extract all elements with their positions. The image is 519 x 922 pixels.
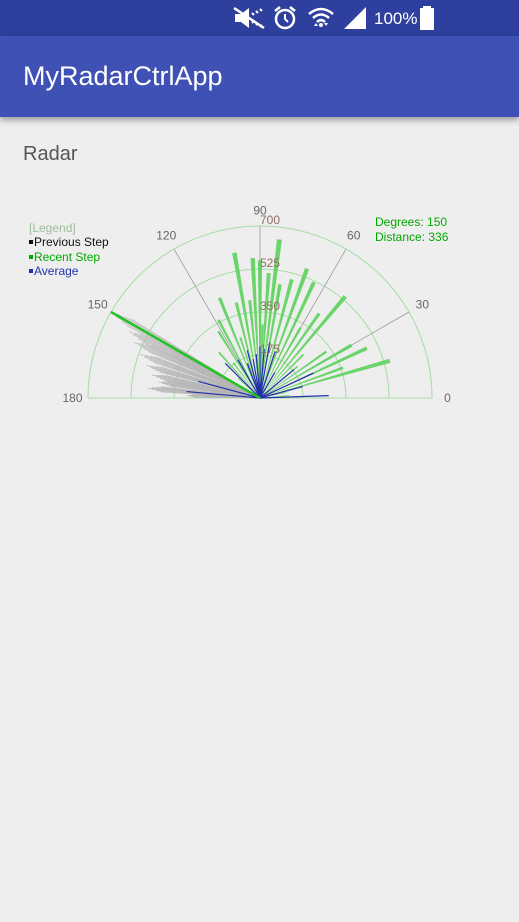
recent-step-beam: [248, 300, 260, 398]
average-line: [259, 348, 265, 399]
battery-percent: 100%: [374, 9, 418, 28]
recent-step-beam: [218, 351, 260, 398]
recent-step-beams: [217, 239, 391, 398]
distance-readout: Distance: 336: [375, 230, 449, 244]
average-line: [186, 390, 261, 399]
previous-step-line: [195, 397, 261, 399]
average-line: [259, 385, 303, 399]
section-label: Radar: [23, 143, 78, 165]
average-line: [259, 369, 295, 399]
average-line: [259, 351, 276, 399]
legend-title: [Legend]: [29, 221, 76, 235]
wifi-icon: [308, 7, 334, 27]
angle-label: 30: [416, 297, 430, 311]
sweep-line: [110, 310, 261, 400]
battery-icon: [420, 6, 434, 30]
recent-step-beam: [217, 330, 260, 398]
mute-icon: [233, 6, 265, 30]
average-line: [224, 362, 261, 399]
recent-step-beam: [257, 260, 263, 398]
distance-label: 525: [260, 256, 280, 270]
recent-step-beam: [260, 295, 347, 398]
sweep-line: [110, 310, 261, 400]
average-line: [246, 363, 261, 399]
app-bar: MyRadarCtrlApp: [0, 36, 519, 117]
average-line: [246, 350, 261, 399]
legend-item-previous: Previous Step: [34, 235, 109, 249]
legend: [Legend] Previous Step Recent Step Avera…: [29, 221, 109, 278]
average-line: [259, 372, 276, 399]
angle-label: 120: [156, 229, 176, 243]
average-line: [259, 394, 329, 399]
alarm-icon: [274, 6, 296, 30]
app-title: MyRadarCtrlApp: [23, 61, 223, 91]
recent-step-beam: [260, 366, 344, 398]
signal-icon: [344, 7, 366, 29]
recent-step-beam: [260, 358, 391, 398]
recent-step-beam: [260, 350, 328, 398]
recent-step-beam: [260, 324, 264, 398]
recent-step-beam: [217, 297, 260, 398]
average-line: [259, 342, 271, 399]
readout: Degrees: 150 Distance: 336: [375, 215, 449, 244]
legend-swatch-average: [29, 269, 33, 273]
recent-step-beam: [250, 258, 260, 398]
angle-label: 0: [444, 391, 451, 405]
recent-step-beam: [260, 312, 321, 398]
degrees-readout: Degrees: 150: [375, 215, 447, 229]
legend-swatch-previous: [29, 240, 33, 244]
distance-label: 700: [260, 213, 280, 227]
average-line: [255, 353, 261, 399]
distance-label: 175: [260, 342, 280, 356]
recent-step-beam: [260, 281, 316, 398]
angle-label: 90: [253, 205, 267, 218]
average-line: [198, 380, 261, 399]
distance-label: 350: [260, 299, 280, 313]
recent-step-beam: [232, 362, 260, 398]
radar-chart: 180 150 120 90 60 30 0 700 525 350 175 [Legend] Pr…: [29, 205, 452, 405]
recent-step-beam: [260, 278, 294, 398]
recent-step-beam: [260, 343, 353, 398]
previous-step-line: [147, 351, 261, 399]
legend-item-recent: Recent Step: [34, 250, 100, 264]
status-bar: 100%: [0, 0, 519, 36]
axis-labels: 180 150 120 90 60 30 0 700 525 350 175: [63, 205, 452, 405]
angle-label: 150: [88, 297, 108, 311]
recent-step-beam: [260, 267, 310, 398]
average-line: [237, 359, 261, 399]
average-line: [259, 372, 314, 399]
recent-step-beam: [260, 353, 305, 398]
recent-step-beam: [260, 239, 282, 398]
angle-label: 60: [347, 229, 361, 243]
legend-item-average: Average: [34, 264, 79, 278]
angle-label: 180: [63, 391, 83, 405]
legend-swatch-recent: [29, 255, 33, 259]
